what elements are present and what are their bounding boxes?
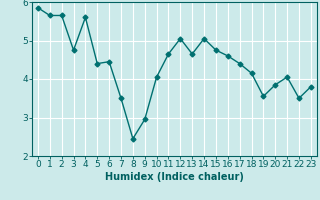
X-axis label: Humidex (Indice chaleur): Humidex (Indice chaleur) (105, 172, 244, 182)
